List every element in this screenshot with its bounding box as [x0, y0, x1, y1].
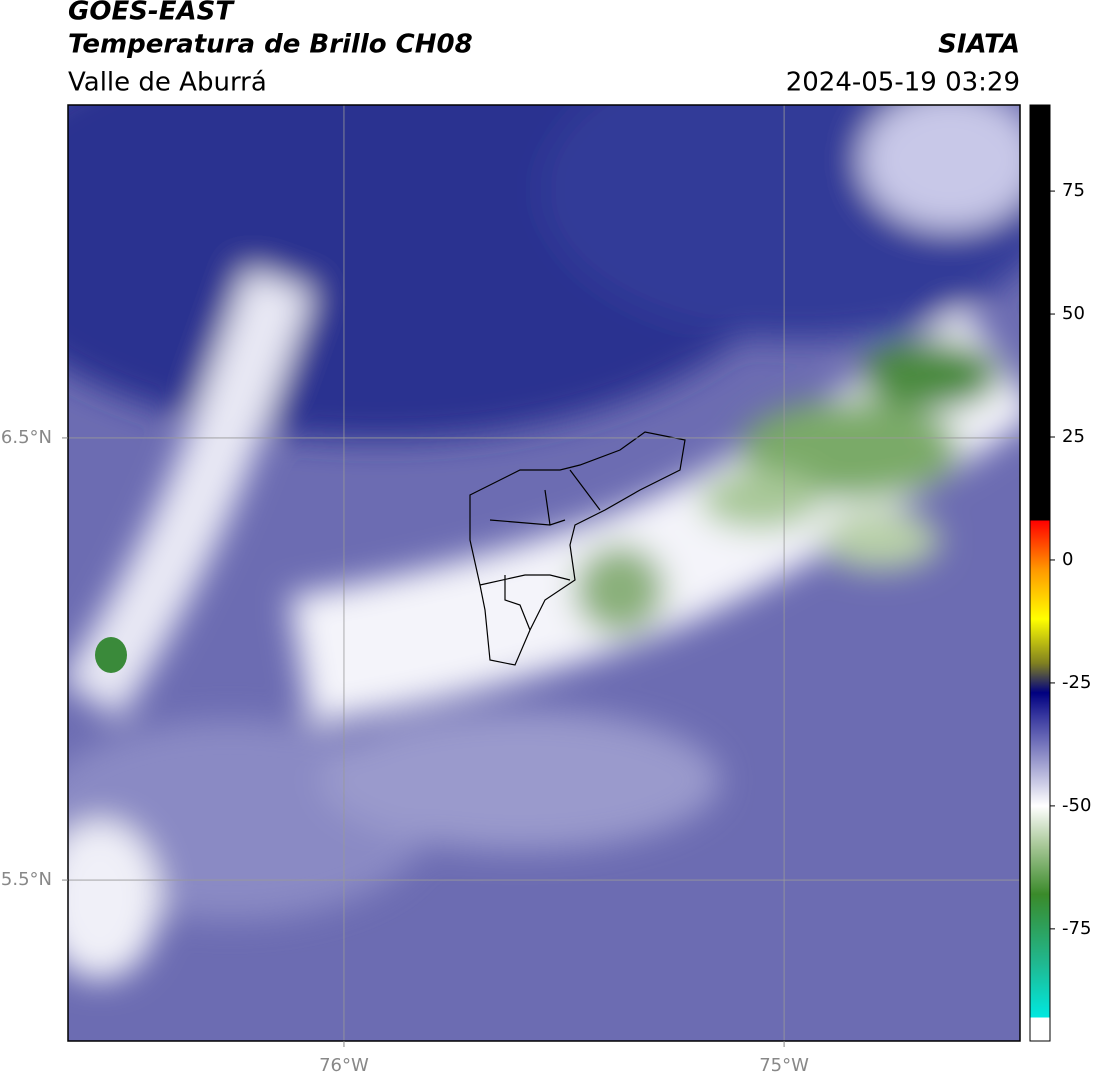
colorbar-tick-label: -25 [1062, 672, 1091, 693]
colorbar-tick-label: 25 [1062, 426, 1085, 447]
colorbar-tick-label: -75 [1062, 918, 1091, 939]
map-frame [67, 104, 1021, 1042]
colorbar-tick-label: 50 [1062, 303, 1085, 324]
lon-tick-label: 76°W [319, 1055, 369, 1076]
lat-tick-label: 5.5°N [1, 869, 52, 890]
colorbar-tick-label: -50 [1062, 795, 1091, 816]
colorbar-tick-label: 75 [1062, 180, 1085, 201]
source: SIATA [938, 30, 1020, 60]
lat-tick-label: 6.5°N [1, 427, 52, 448]
satellite-field [68, 105, 1020, 1041]
datetime: 2024-05-19 03:29 [786, 68, 1020, 98]
region: Valle de Aburrá [68, 68, 267, 98]
title: GOES-EAST [68, 0, 235, 27]
valle-outline [469, 431, 686, 666]
colorbar [1029, 104, 1051, 1042]
colorbar-tick-label: 0 [1062, 549, 1073, 570]
lon-tick-label: 75°W [759, 1055, 809, 1076]
subtitle: Temperatura de Brillo CH08 [68, 30, 473, 60]
